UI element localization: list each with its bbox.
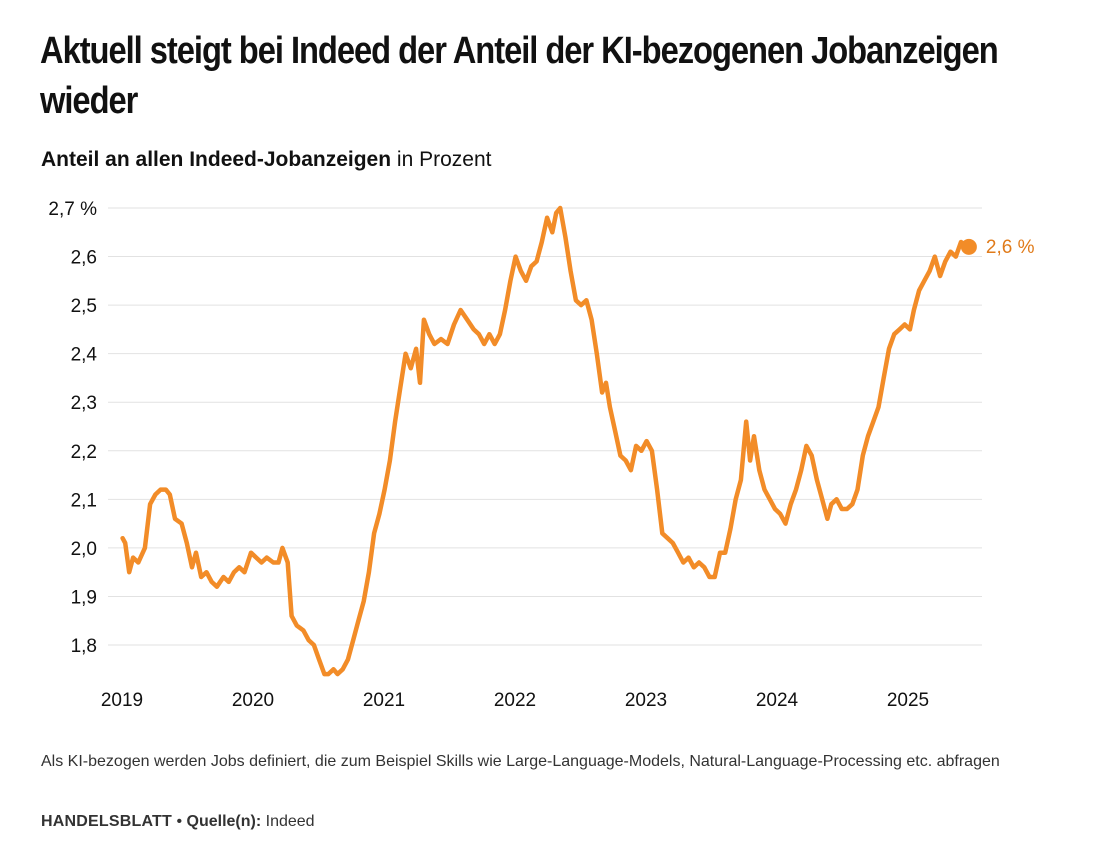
y-axis-tick-labels: 2,7 % 2,6 2,5 2,4 2,3 2,2 2,1 2,0 1,9 1,8 [48,199,97,657]
x-tick-label: 2020 [232,690,274,711]
y-tick-label: 1,9 [71,587,97,608]
series-line [120,205,972,677]
source-value: Indeed [265,813,315,830]
chart-footnote: Als KI-bezogen werden Jobs definiert, di… [41,753,1000,770]
y-tick-label: 2,1 [71,490,97,511]
x-tick-label: 2021 [363,690,405,711]
x-tick-label: 2024 [756,690,799,711]
chart-title: Aktuell steigt bei Indeed der Anteil der… [40,30,999,122]
y-tick-label: 1,8 [71,636,97,657]
end-point-marker [960,238,977,255]
y-tick-label: 2,4 [71,345,98,366]
grid-lines [108,207,982,646]
publisher-name: HANDELSBLATT [41,813,172,830]
y-tick-label: 2,0 [71,539,97,560]
x-tick-label: 2025 [887,690,929,711]
subtitle-measure: Anteil an allen Indeed-Jobanzeigen [41,148,392,171]
chart-subtitle: Anteil an allen Indeed-Jobanzeigen in Pr… [41,146,491,174]
y-tick-label: 2,6 [71,248,97,269]
end-point-label: 2,6 % [986,237,1035,258]
source-separator: • [176,813,183,830]
x-axis-tick-labels: 2019 2020 2021 2022 2023 2024 2025 [101,690,929,711]
y-tick-label: 2,7 % [48,199,97,220]
y-tick-label: 2,3 [71,393,97,414]
y-tick-label: 2,2 [71,442,97,463]
source-label: Quelle(n): [186,813,262,830]
x-tick-label: 2023 [625,690,667,711]
line-chart: 2,7 % 2,6 2,5 2,4 2,3 2,2 2,1 2,0 1,9 1,8 2019 202… [48,199,1035,711]
y-tick-label: 2,5 [71,296,97,317]
source-line: HANDELSBLATT • Quelle(n): Indeed [41,810,315,834]
x-tick-label: 2022 [494,690,536,711]
subtitle-unit: in Prozent [396,148,492,171]
x-tick-label: 2019 [101,690,143,711]
